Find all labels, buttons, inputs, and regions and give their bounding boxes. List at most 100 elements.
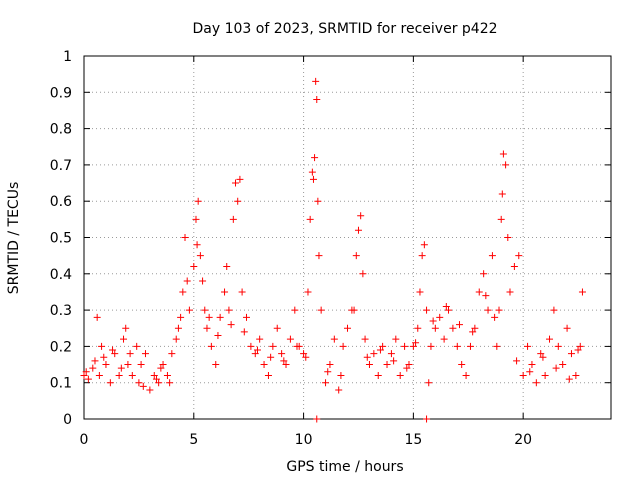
data-point	[238, 288, 246, 296]
y-tick-label: 0.4	[50, 267, 72, 283]
data-point	[506, 288, 514, 296]
data-point	[567, 350, 575, 358]
data-point	[354, 226, 362, 234]
data-point	[256, 335, 264, 343]
data-point	[115, 371, 123, 379]
data-point	[174, 324, 182, 332]
axis-ticks: 00.10.20.30.40.50.60.70.80.910 5 10 15 20	[50, 49, 611, 448]
data-point	[420, 241, 428, 249]
data-point	[157, 364, 165, 372]
x-tick-label: 5	[189, 432, 198, 448]
data-point	[396, 371, 404, 379]
data-point	[293, 342, 301, 350]
data-point	[150, 371, 158, 379]
data-point	[462, 371, 470, 379]
data-point	[317, 306, 325, 314]
data-point	[359, 270, 367, 278]
data-point	[337, 371, 345, 379]
data-point	[363, 353, 371, 361]
data-point	[166, 379, 174, 387]
data-point	[471, 324, 479, 332]
data-point	[497, 215, 505, 223]
data-point	[308, 168, 316, 176]
data-point	[227, 321, 235, 329]
data-point	[260, 361, 268, 369]
data-point	[405, 361, 413, 369]
data-point	[117, 364, 125, 372]
data-point	[313, 415, 321, 423]
data-point	[234, 197, 242, 205]
data-point	[576, 342, 584, 350]
data-point	[128, 371, 136, 379]
data-point	[223, 263, 231, 271]
data-point	[390, 357, 398, 365]
data-point	[528, 361, 536, 369]
data-point	[278, 350, 286, 358]
data-point	[574, 346, 582, 354]
data-point	[216, 313, 224, 321]
x-axis-label: GPS time / hours	[286, 459, 403, 475]
data-point	[302, 353, 310, 361]
data-point	[181, 234, 189, 241]
data-point	[403, 364, 411, 372]
data-point	[409, 342, 417, 350]
data-point	[137, 361, 145, 369]
data-point	[152, 375, 160, 383]
data-point	[504, 234, 512, 241]
data-point	[515, 252, 523, 260]
data-point	[440, 335, 448, 343]
y-tick-label: 0.5	[50, 231, 72, 247]
data-point	[357, 212, 365, 220]
data-point	[291, 306, 299, 314]
data-point	[313, 96, 321, 104]
data-point	[315, 252, 323, 260]
data-point	[179, 288, 187, 296]
data-point	[135, 379, 143, 387]
data-point	[374, 371, 382, 379]
data-point	[194, 197, 202, 205]
data-point	[122, 324, 130, 332]
data-point	[499, 150, 507, 158]
x-tick-label: 15	[404, 432, 422, 448]
data-point	[306, 215, 314, 223]
data-point	[80, 371, 88, 379]
data-point	[392, 335, 400, 343]
data-point	[414, 324, 422, 332]
data-point	[572, 371, 580, 379]
data-point	[225, 306, 233, 314]
data-point	[240, 328, 248, 336]
data-point	[488, 252, 496, 260]
data-point	[100, 353, 108, 361]
data-point	[190, 263, 198, 271]
data-point	[207, 342, 215, 350]
data-point	[102, 361, 110, 369]
data-point	[466, 342, 474, 350]
data-point	[475, 288, 483, 296]
data-point	[352, 252, 360, 260]
data-point	[383, 361, 391, 369]
data-point	[269, 342, 277, 350]
data-point	[322, 379, 330, 387]
data-point	[89, 364, 97, 372]
data-point	[312, 77, 320, 85]
x-tick-label: 10	[295, 432, 313, 448]
data-point	[412, 339, 420, 347]
data-point	[141, 350, 149, 358]
data-point	[273, 324, 281, 332]
data-point	[425, 379, 433, 387]
data-point	[350, 306, 358, 314]
data-point	[168, 350, 176, 358]
data-point	[532, 379, 540, 387]
y-tick-label: 0.2	[50, 339, 72, 355]
data-point	[365, 361, 373, 369]
data-point	[95, 371, 103, 379]
data-point	[541, 371, 549, 379]
data-point	[401, 342, 409, 350]
data-point	[91, 357, 99, 365]
data-point	[183, 277, 191, 285]
data-point	[199, 277, 207, 285]
y-tick-label: 0.3	[50, 303, 72, 319]
data-point	[559, 361, 567, 369]
data-point	[251, 350, 259, 358]
